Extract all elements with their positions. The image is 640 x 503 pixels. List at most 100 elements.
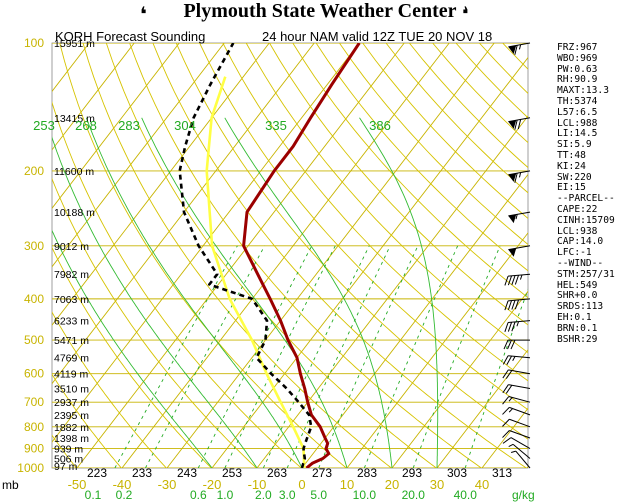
theta-e-label: 386 bbox=[369, 118, 391, 133]
stat-line: TT:48 bbox=[557, 149, 586, 161]
isotherm-line bbox=[52, 43, 135, 151]
pressure-tick-label: 1000 bbox=[17, 461, 44, 475]
stat-line: PW:0.63 bbox=[557, 63, 598, 75]
stat-line: SI:5.9 bbox=[557, 139, 592, 151]
stat-line: L57:6.5 bbox=[557, 106, 598, 118]
moist-adiabat bbox=[52, 136, 258, 468]
wind-barb bbox=[502, 384, 531, 394]
dewpoint-trace bbox=[178, 43, 313, 468]
stat-line: TH:5374 bbox=[557, 95, 598, 107]
moist-adiabat bbox=[359, 117, 439, 468]
mixing-ratio-line bbox=[318, 245, 419, 468]
stat-line: STM:257/31 bbox=[557, 268, 615, 280]
height-label: 11600 m bbox=[54, 166, 94, 178]
pressure-tick-label: 500 bbox=[24, 333, 44, 347]
mixing-ratio-label: 20.0 bbox=[402, 488, 426, 502]
pressure-tick-label: 900 bbox=[24, 442, 44, 456]
isotherm-line bbox=[346, 232, 528, 468]
height-label: 97 m bbox=[54, 461, 78, 473]
potential-temp-label: 303 bbox=[447, 466, 467, 480]
dry-adiabat bbox=[269, 43, 528, 326]
pressure-tick-label: 300 bbox=[24, 239, 44, 253]
height-label: 13415 m bbox=[54, 113, 95, 125]
isotherm-line bbox=[52, 43, 225, 268]
dry-adiabat bbox=[315, 43, 528, 272]
station-label: KORH Forecast Sounding bbox=[55, 29, 205, 44]
mixing-ratio-label: 0.1 bbox=[85, 488, 102, 502]
potential-temp-label: 273 bbox=[312, 466, 332, 480]
dry-adiabat bbox=[52, 311, 167, 468]
wetbulb-trace bbox=[205, 76, 306, 468]
dry-adiabat bbox=[362, 43, 528, 220]
wind-barb bbox=[508, 117, 531, 130]
mixing-ratio-line bbox=[286, 245, 391, 468]
temperature-tick-label: -40 bbox=[113, 477, 132, 492]
stability-indices-panel: FRZ:967 WBO:969 PW:0.63 RH:90.9 MAXT:13.3 TH:… bbox=[557, 42, 640, 345]
stat-line: BSHR:29 bbox=[557, 333, 598, 345]
height-label: 15951 m bbox=[54, 38, 95, 50]
height-label: 9012 m bbox=[54, 241, 89, 253]
height-label: 1398 m bbox=[54, 433, 89, 445]
pressure-tick-label: 700 bbox=[24, 395, 44, 409]
mixing-ratio-label: 3.0 bbox=[279, 488, 296, 502]
stat-line: LCL:988 bbox=[557, 117, 598, 129]
height-label: 10188 m bbox=[54, 207, 95, 219]
dry-adiabat bbox=[52, 373, 122, 468]
mixing-ratio-line bbox=[145, 245, 266, 468]
stat-line: SRDS:113 bbox=[557, 301, 604, 313]
stat-line: BRN:0.1 bbox=[557, 322, 598, 334]
flag-left-icon: ❛ bbox=[140, 2, 147, 26]
mixing-ratio-label: 0.2 bbox=[116, 488, 133, 502]
potential-temp-label: 293 bbox=[402, 466, 422, 480]
pressure-tick-label: 800 bbox=[24, 420, 44, 434]
potential-temp-label: 283 bbox=[357, 466, 377, 480]
stat-line: CINH:15709 bbox=[557, 214, 615, 226]
stat-line: LI:14.5 bbox=[557, 128, 598, 140]
dry-adiabat bbox=[82, 43, 392, 468]
temperature-tick-label: 30 bbox=[430, 477, 444, 492]
temperature-tick-label: 20 bbox=[385, 477, 399, 492]
isotherm-line bbox=[436, 349, 528, 468]
pressure-tick-label: 100 bbox=[24, 36, 44, 50]
isotherm-line bbox=[121, 43, 450, 468]
temperature-tick-label: 40 bbox=[475, 477, 489, 492]
stat-line: EI:15 bbox=[557, 182, 586, 194]
wind-barb bbox=[508, 170, 531, 183]
wind-barb bbox=[502, 430, 531, 439]
dry-adiabat bbox=[52, 100, 302, 468]
wind-barb bbox=[502, 437, 531, 450]
dry-adiabat bbox=[222, 43, 528, 382]
wind-barb bbox=[502, 355, 531, 365]
height-label: 1882 m bbox=[54, 422, 89, 434]
height-label: 4769 m bbox=[54, 353, 89, 365]
stat-line: FRZ:967 bbox=[557, 42, 598, 53]
theta-e-label: 304 bbox=[174, 118, 196, 133]
stat-line: RH:90.9 bbox=[557, 74, 598, 86]
temperature-tick-label: -30 bbox=[158, 477, 177, 492]
stat-line: --PARCEL-- bbox=[557, 193, 615, 205]
isotherm-line bbox=[256, 115, 528, 468]
mixing-ratio-label: 1.0 bbox=[217, 488, 234, 502]
moist-adiabat bbox=[224, 117, 393, 468]
stat-line: EH:0.1 bbox=[557, 311, 592, 323]
stat-line: CAP:14.0 bbox=[557, 236, 604, 248]
dry-adiabat bbox=[292, 43, 528, 299]
theta-e-label: 253 bbox=[33, 118, 55, 133]
wind-barb bbox=[502, 396, 531, 405]
stat-line: SHR+0.0 bbox=[557, 290, 598, 302]
isotherm-line bbox=[52, 43, 270, 326]
page-title: Plymouth State Weather Center bbox=[183, 0, 457, 22]
stat-line: LFC:-1 bbox=[557, 247, 592, 259]
mb-unit-label: mb bbox=[2, 478, 19, 492]
height-label: 6233 m bbox=[54, 316, 89, 328]
wind-barb bbox=[502, 369, 531, 379]
pressure-tick-label: 200 bbox=[24, 164, 44, 178]
stat-line: WBO:969 bbox=[557, 52, 598, 64]
dry-adiabat bbox=[245, 43, 528, 354]
dry-adiabat bbox=[52, 434, 77, 468]
dry-adiabat bbox=[199, 43, 528, 411]
temperature-tick-label: 0 bbox=[298, 477, 305, 492]
mixing-ratio-line bbox=[363, 245, 459, 468]
isotherm-line bbox=[52, 43, 180, 209]
stat-line: CAPE:22 bbox=[557, 203, 598, 215]
